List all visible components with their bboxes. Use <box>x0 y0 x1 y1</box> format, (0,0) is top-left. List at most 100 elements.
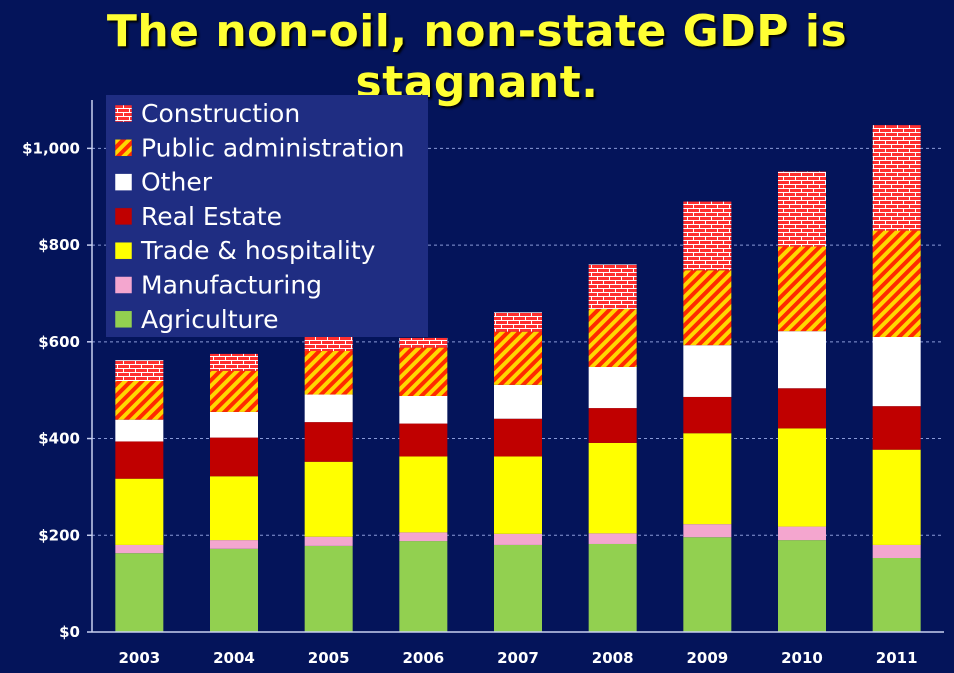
bar-segment-trade-hospitality <box>304 461 353 537</box>
legend-swatch <box>114 241 133 260</box>
bar-segment-manufacturing <box>588 533 637 544</box>
axes: $0 $200 $400 $600 $800 $1,000 2003 2004 2005 2006… <box>22 100 944 667</box>
bar-segment-manufacturing <box>494 533 542 545</box>
legend-swatch <box>114 310 133 329</box>
legend-label: Public administration <box>141 133 405 162</box>
y-tick-label: $800 <box>38 236 80 254</box>
bar-segment-real-estate <box>210 437 258 477</box>
legend-label: Manufacturing <box>141 271 322 300</box>
bar-segment-real-estate <box>588 408 637 443</box>
bar-segment-other <box>778 331 826 389</box>
bar-segment-other <box>115 419 164 442</box>
bar-stack-2004 <box>210 353 258 632</box>
y-tick-label: $1,000 <box>22 139 80 157</box>
legend-box <box>106 95 428 337</box>
bar-segment-agriculture <box>494 544 542 632</box>
bar-segment-public-administration <box>115 380 164 420</box>
bar-segment-agriculture <box>778 540 826 632</box>
x-tick-label: 2003 <box>118 649 160 667</box>
bar-segment-other <box>872 336 921 407</box>
slide-title: The non-oil, non-state GDP is stagnant. <box>106 6 848 108</box>
bar-segment-trade-hospitality <box>494 456 542 534</box>
bar-segment-real-estate <box>778 388 826 429</box>
legend-swatch <box>114 207 133 226</box>
bar-segment-public-administration <box>683 270 732 346</box>
bar-segment-construction <box>304 336 353 352</box>
bar-segment-trade-hospitality <box>115 478 164 545</box>
x-tick-label: 2005 <box>308 649 350 667</box>
bar-segment-construction <box>872 125 921 231</box>
bar-segment-real-estate <box>115 441 164 479</box>
bar-segment-real-estate <box>683 396 732 434</box>
bar-segment-manufacturing <box>115 544 164 554</box>
legend-swatch <box>114 276 133 294</box>
bar-segment-trade-hospitality <box>778 428 826 527</box>
bar-segment-other <box>304 394 353 423</box>
bar-stack-2009 <box>683 201 732 632</box>
bar-segment-construction <box>683 201 732 271</box>
x-tick-label: 2011 <box>876 649 918 667</box>
bar-segment-manufacturing <box>778 526 826 541</box>
bar-segment-trade-hospitality <box>399 456 448 533</box>
bar-segment-manufacturing <box>210 540 258 549</box>
bar-segment-agriculture <box>588 543 637 632</box>
bar-stack-2005 <box>304 336 353 632</box>
bar-stack-2007 <box>494 312 542 632</box>
bar-segment-manufacturing <box>399 532 448 542</box>
bar-segment-construction <box>588 264 637 309</box>
bar-segment-manufacturing <box>872 544 921 559</box>
bar-segment-construction <box>778 171 826 247</box>
x-tick-label: 2008 <box>592 649 634 667</box>
bar-segment-public-administration <box>304 351 353 395</box>
legend: Construction Public administration Other Re… <box>106 95 428 337</box>
bar-segment-other <box>399 395 448 424</box>
bar-segment-other <box>210 411 258 438</box>
legend-label: Agriculture <box>141 305 279 334</box>
bar-segment-manufacturing <box>304 536 353 546</box>
bar-segment-real-estate <box>304 422 353 462</box>
x-tick-label: 2009 <box>686 649 728 667</box>
bars <box>115 125 921 632</box>
bar-segment-public-administration <box>210 370 258 412</box>
y-tick-label: $200 <box>38 526 80 544</box>
bar-segment-real-estate <box>494 418 542 457</box>
x-tick-label: 2007 <box>497 649 539 667</box>
bar-segment-trade-hospitality <box>872 449 921 545</box>
bar-stack-2003 <box>115 360 164 632</box>
bar-segment-construction <box>115 360 164 381</box>
bar-segment-agriculture <box>304 545 353 632</box>
bar-segment-other <box>588 366 637 409</box>
legend-label: Other <box>141 168 213 197</box>
legend-label: Trade & hospitality <box>140 236 376 265</box>
bar-segment-manufacturing <box>683 524 732 538</box>
bar-segment-trade-hospitality <box>683 433 732 525</box>
bar-segment-agriculture <box>872 558 921 632</box>
x-tick-label: 2004 <box>213 649 255 667</box>
bar-segment-public-administration <box>494 331 542 385</box>
bar-segment-agriculture <box>399 541 448 632</box>
bar-segment-public-administration <box>588 308 637 367</box>
bar-segment-other <box>683 345 732 397</box>
bar-segment-construction <box>210 353 258 371</box>
bar-segment-construction <box>494 312 542 332</box>
bar-segment-trade-hospitality <box>588 442 637 534</box>
bar-segment-real-estate <box>399 423 448 457</box>
legend-swatch <box>114 139 133 157</box>
legend-label: Real Estate <box>141 202 282 231</box>
bar-segment-construction <box>399 337 448 348</box>
bar-segment-real-estate <box>872 406 921 450</box>
legend-label: Construction <box>141 99 300 128</box>
y-tick-label: $600 <box>38 333 80 351</box>
x-tick-label: 2010 <box>781 649 823 667</box>
bar-segment-agriculture <box>115 553 164 632</box>
bar-segment-public-administration <box>872 230 921 337</box>
bar-segment-other <box>494 384 542 419</box>
y-tick-label: $0 <box>59 623 80 641</box>
bar-stack-2010 <box>778 171 826 632</box>
bar-segment-trade-hospitality <box>210 476 258 541</box>
legend-swatch <box>114 104 133 123</box>
bar-segment-public-administration <box>778 246 826 332</box>
bar-segment-agriculture <box>210 548 258 632</box>
x-tick-label: 2006 <box>402 649 444 667</box>
